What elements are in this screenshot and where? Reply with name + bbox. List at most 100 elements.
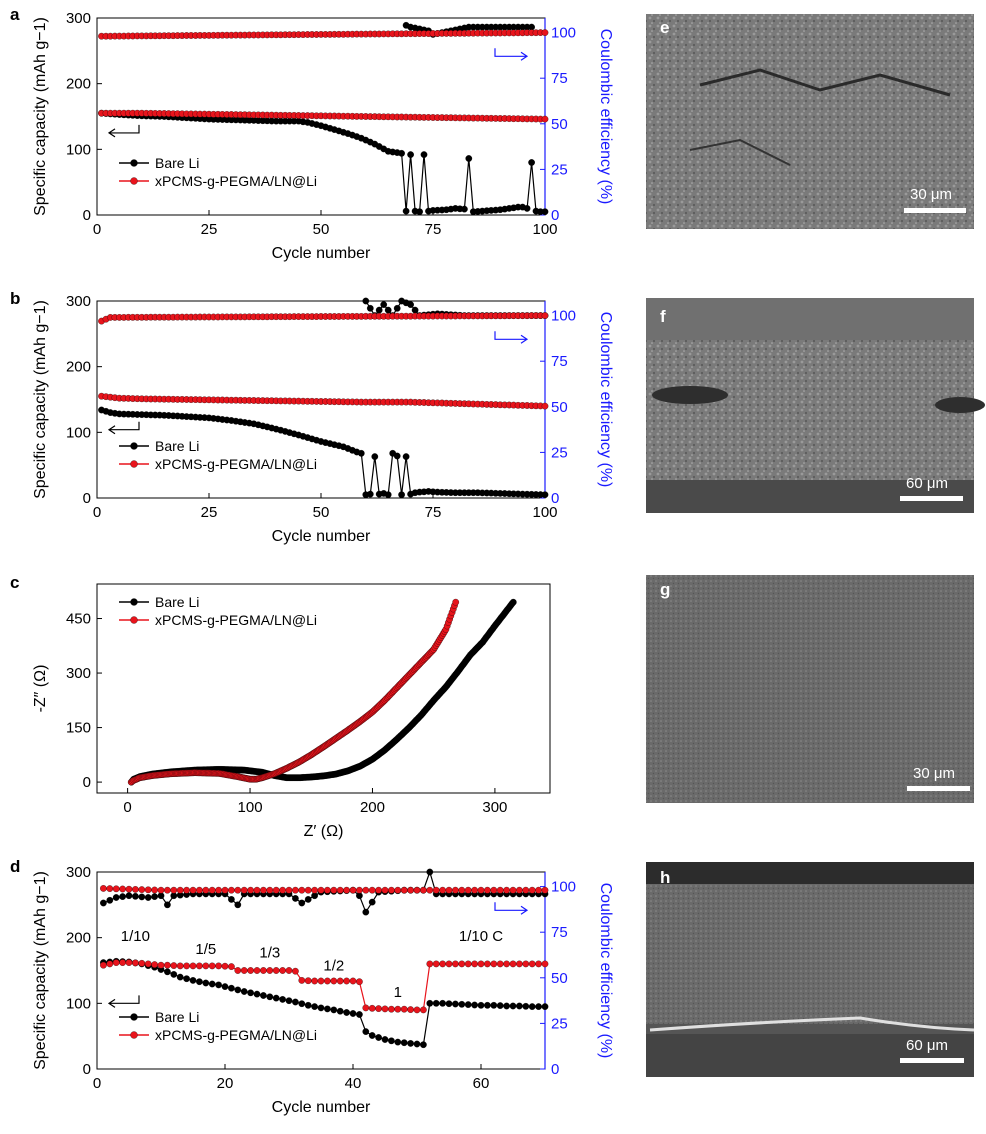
- data-point: [439, 960, 446, 968]
- x-axis-label: Z′ (Ω): [304, 823, 344, 840]
- data-point: [398, 149, 405, 157]
- data-point: [189, 962, 197, 970]
- panel-letter-a: a: [10, 5, 20, 24]
- legend-label: Bare Li: [155, 438, 199, 454]
- data-point: [464, 960, 472, 968]
- data-point: [247, 989, 254, 997]
- data-point: [420, 1041, 427, 1049]
- data-point: [208, 886, 216, 894]
- data-point: [304, 1001, 312, 1009]
- y-tick-label: 100: [66, 141, 91, 158]
- data-point: [458, 960, 466, 968]
- data-point: [234, 986, 242, 994]
- y2-tick-label: 25: [551, 444, 568, 461]
- data-point: [523, 205, 531, 212]
- data-point: [196, 886, 203, 894]
- data-point: [260, 886, 267, 894]
- y2-tick-label: 100: [551, 879, 576, 896]
- data-point: [330, 886, 338, 894]
- scale-bar: [900, 1058, 964, 1063]
- legend-label: xPCMS-g-PEGMA/LN@Li: [155, 1027, 317, 1043]
- x-tick-label: 75: [425, 221, 442, 238]
- x-tick-label: 0: [93, 504, 101, 521]
- data-point: [426, 960, 434, 968]
- image-letter-f: f: [660, 307, 666, 326]
- data-point: [349, 977, 357, 985]
- data-point: [138, 959, 146, 967]
- data-point: [317, 977, 325, 985]
- data-point: [541, 1003, 549, 1010]
- legend-marker: [130, 177, 138, 185]
- data-point: [247, 967, 254, 974]
- data-point: [221, 962, 229, 970]
- data-point: [541, 115, 549, 123]
- y-tick-label: 0: [83, 774, 91, 791]
- data-point: [522, 960, 530, 968]
- data-point: [125, 892, 133, 900]
- data-point: [458, 886, 466, 894]
- data-point: [432, 999, 440, 1007]
- data-point: [272, 994, 280, 1002]
- data-point: [144, 886, 152, 894]
- x-tick-label: 100: [238, 799, 263, 816]
- data-point: [490, 960, 498, 968]
- data-point: [509, 1002, 517, 1010]
- y2-axis-label: Coulombic efficiency (%): [597, 29, 614, 205]
- data-point: [420, 1006, 427, 1014]
- data-point: [240, 967, 248, 974]
- data-point: [471, 886, 478, 894]
- data-point: [106, 960, 114, 968]
- data-point: [393, 304, 401, 312]
- data-point: [317, 1004, 325, 1012]
- data-point: [336, 886, 344, 894]
- data-point: [452, 598, 460, 606]
- data-point: [541, 402, 549, 410]
- image-letter-h: h: [660, 868, 670, 887]
- y-tick-label: 0: [83, 1061, 91, 1078]
- scale-bar-label: 60 μm: [906, 1037, 948, 1054]
- data-point: [176, 973, 184, 981]
- data-point: [413, 1040, 421, 1048]
- data-point: [516, 886, 523, 894]
- sem-image-e: e 30 μm: [646, 14, 974, 229]
- data-point: [298, 1000, 306, 1008]
- data-point: [375, 1005, 382, 1012]
- data-point: [465, 155, 473, 162]
- data-point: [381, 886, 389, 894]
- data-point: [330, 1006, 338, 1014]
- x-axis-label: Cycle number: [272, 528, 371, 545]
- scale-bar-label: 60 μm: [906, 475, 948, 492]
- data-point: [285, 967, 293, 974]
- data-point: [317, 886, 325, 894]
- data-point: [285, 997, 293, 1005]
- data-point: [100, 899, 107, 907]
- data-point: [394, 1005, 402, 1013]
- x-axis-label: Cycle number: [272, 245, 371, 262]
- data-point: [279, 996, 286, 1003]
- data-point: [170, 971, 178, 978]
- data-point: [336, 1007, 344, 1015]
- data-point: [541, 208, 549, 216]
- sem-image-h: h 60 μm: [646, 862, 975, 1077]
- data-point: [464, 886, 472, 894]
- data-point: [509, 960, 517, 968]
- data-point: [266, 886, 274, 894]
- data-point: [234, 886, 242, 894]
- data-point: [125, 885, 133, 893]
- data-point: [477, 886, 485, 894]
- data-point: [413, 1006, 421, 1014]
- scale-bar-label: 30 μm: [910, 186, 952, 203]
- data-point: [183, 962, 190, 970]
- data-point: [388, 1037, 395, 1045]
- data-point: [260, 992, 267, 999]
- data-point: [324, 977, 331, 985]
- data-point: [522, 886, 530, 894]
- data-point: [357, 449, 365, 457]
- rate-annotation: 1/5: [195, 941, 216, 958]
- data-point: [528, 1003, 536, 1010]
- y2-tick-label: 50: [551, 399, 568, 416]
- x-tick-label: 100: [532, 504, 557, 521]
- data-point: [426, 999, 434, 1007]
